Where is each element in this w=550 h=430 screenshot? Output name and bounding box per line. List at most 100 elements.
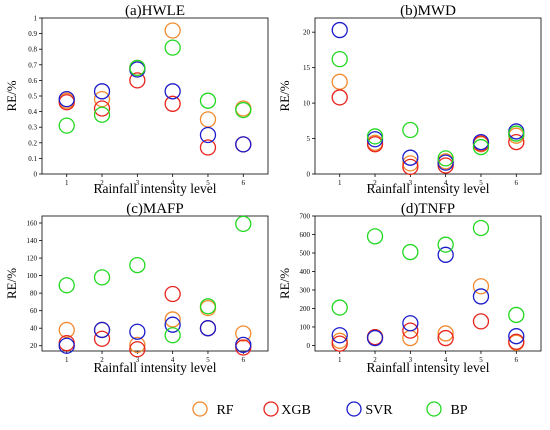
point-xgb [508,133,525,151]
x-tick-label: 4 [171,179,175,187]
x-axis-label: Rainfall intensity level [367,360,490,375]
point-xgb [58,94,75,111]
point-rf [58,92,75,109]
point-xgb [472,313,490,330]
x-axis-label: Rainfall intensity level [94,360,217,375]
point-svr [235,336,252,354]
point-svr [129,323,146,340]
point-svr [437,246,454,263]
point-rf [366,134,384,151]
x-tick-label: 2 [373,179,377,187]
point-rf [472,278,490,295]
y-tick-label: 300 [300,286,311,294]
legend-marker-bp [426,401,442,417]
x-axis-label: Rainfall intensity level [94,181,217,196]
y-tick-label: 400 [300,268,311,276]
chart-title: (c)MAFP [126,201,184,217]
x-tick-label: 1 [65,356,69,364]
y-axis-label: RE/% [4,80,19,111]
plot-frame [41,215,269,352]
x-tick-label: 5 [206,179,210,187]
chart-panel-3: (c)MAFP Rainfall intensity level RE/% 1 2 3 4 5… [4,201,269,375]
y-tick-label: 600 [300,231,311,239]
y-tick-label: 10 [303,100,311,108]
x-axis-label: Rainfall intensity level [367,181,490,196]
point-svr [58,90,75,108]
point-svr [164,316,181,333]
chart-panel-2: (b)MWD Rainfall intensity level RE/% 1 2 3 4 5 6… [277,3,542,196]
y-tick-label: 120 [27,255,38,263]
x-tick-label: 3 [136,356,140,364]
chart-title: (d)TNFP [401,201,455,217]
point-xgb [129,341,146,358]
y-tick-label: 15 [303,64,311,72]
point-rf [437,325,454,342]
y-tick-label: 140 [27,237,38,245]
point-bp [402,243,419,261]
point-bp [331,299,348,316]
point-bp [58,117,75,134]
point-xgb [129,72,146,89]
y-tick-label: 5 [307,135,311,143]
point-xgb [508,333,525,350]
point-svr [199,320,217,337]
point-bp [129,59,146,77]
x-tick-label: 4 [171,356,175,364]
plot-frame [41,17,269,175]
chart-panel-1: (a)HWLE Rainfall intensity level RE/% 1 2 3 4 5… [4,3,269,196]
x-tick-label: 1 [338,179,342,187]
point-bp [199,298,217,315]
point-rf [331,73,348,90]
point-bp [129,256,146,274]
y-tick-label: 0 [307,171,311,179]
point-xgb [366,136,384,153]
point-svr [93,321,111,339]
point-xgb [402,322,419,339]
chart-title: (a)HWLE [125,3,185,19]
point-xgb [93,330,111,347]
point-xgb [164,95,181,112]
y-tick-label: 1 [34,15,38,23]
point-svr [331,327,348,344]
point-bp [235,215,252,233]
point-svr [437,154,454,171]
point-bp [199,92,217,109]
y-tick-label: 0.6 [28,77,37,85]
point-bp [331,50,348,68]
point-bp [58,277,75,294]
point-svr [508,328,525,345]
x-tick-label: 4 [444,356,448,364]
y-tick-label: 0 [34,171,38,179]
point-rf [235,325,252,342]
point-rf [199,111,217,128]
x-tick-label: 2 [373,356,377,364]
point-bp [235,101,252,119]
legend-label-rf: RF [216,403,233,418]
y-axis-label: RE/% [277,80,292,111]
x-tick-label: 6 [242,179,246,187]
point-bp [93,269,111,286]
point-rf [164,22,181,39]
point-xgb [164,285,181,303]
point-xgb [437,329,454,347]
legend-label-xgb: XGB [281,403,311,418]
point-bp [437,236,454,253]
x-tick-label: 6 [515,179,519,187]
y-tick-label: 0 [307,342,311,350]
point-svr [129,61,146,78]
legend-marker-xgb [263,401,279,417]
y-tick-label: 500 [300,249,311,257]
point-bp [508,125,525,142]
y-tick-label: 0.5 [28,93,37,101]
y-tick-label: 100 [27,272,38,280]
x-tick-label: 2 [100,356,104,364]
point-rf [402,155,419,172]
x-tick-label: 2 [100,179,104,187]
point-bp [164,39,181,56]
x-tick-label: 3 [409,179,413,187]
point-xgb [402,158,419,176]
y-tick-label: 0.1 [28,155,37,163]
point-rf [129,336,146,354]
point-svr [402,315,419,332]
point-svr [366,329,384,347]
